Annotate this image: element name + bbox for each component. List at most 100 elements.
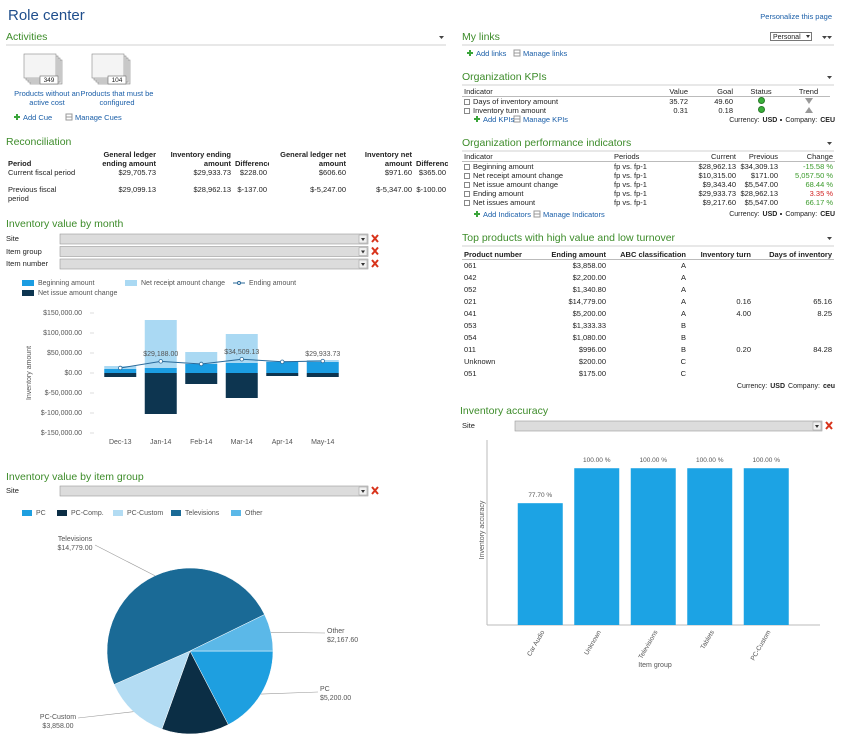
expand-toggle[interactable] [464,200,470,207]
table-cell: $28,962.13 [158,185,233,203]
cell-text: $365.00 [418,168,446,177]
clear-icon [371,259,379,268]
line-point [280,359,285,364]
cell-text: 011 [464,345,476,354]
table-cell: B [608,344,688,356]
column-header: General ledger net amount [280,150,346,168]
cell-text: Beginning amount [473,162,534,171]
bar-segment [306,373,339,377]
action-link[interactable]: Add Indicators [483,210,531,219]
table-cell: Current fiscal period [6,168,80,185]
cell-text: $1,333.33 [572,321,606,330]
leader-line [260,691,319,695]
table-cell: $606.60 [269,168,348,185]
table-row: Days of inventory amount 35.72 49.60 [462,97,830,107]
action-link[interactable]: Manage Cues [75,113,122,122]
x-tick-label: Televisions [638,629,660,661]
cell-text: $-5,247.00 [310,185,346,194]
table-cell: 65.16 [753,296,834,308]
action-link[interactable]: Manage Indicators [543,210,605,219]
table-cell: A [608,260,688,273]
column-header: Period [8,159,32,168]
legend-label: Ending amount [249,280,296,287]
action-link[interactable]: Manage KPIs [523,115,569,124]
expand-toggle[interactable] [464,191,470,198]
expand-toggle[interactable] [464,108,470,115]
table-cell: 5,057.50 % [780,171,835,180]
cell-text: $29,933.73 [698,189,736,198]
action-link[interactable]: Add links [476,49,507,58]
status-icon [757,97,765,104]
table-cell [753,368,834,380]
footer-label: Currency: [729,117,760,124]
table-cell [735,97,787,107]
slice-name: PC [320,686,330,693]
cell-text: 054 [464,333,477,342]
table-cell: Inventory turn amount [462,106,640,115]
cell-text: $34,309.13 [740,162,778,171]
y-axis-label: Inventory amount [26,346,33,400]
pie-slice [106,567,265,685]
table-cell: C [608,356,688,368]
cell-text: A [680,309,686,318]
legend-label: Beginning amount [38,280,94,287]
expand-toggle[interactable] [464,99,470,106]
header-row: Indicator Periods Current Previous Change [462,152,835,162]
table-cell: 041 [462,308,540,320]
filter-label: Item group [6,246,42,256]
action-link[interactable]: Manage links [523,49,568,58]
footer-value: USD [770,383,786,390]
cue-label[interactable]: Products that must be configured [80,89,154,107]
table-cell: $200.00 [540,356,608,368]
footer-label: Company: [788,383,820,390]
bar-segment [225,363,258,373]
pie-slice [189,650,274,725]
filter-input[interactable] [59,258,369,270]
expand-toggle[interactable] [464,182,470,189]
personalize-link[interactable]: Personalize this page [760,12,832,21]
cell-text: A [680,297,686,306]
table-cell: $3,858.00 [540,260,608,273]
filter-input[interactable] [59,233,369,245]
footer-separator [780,119,783,122]
bar-segment [185,373,218,384]
cell-text: $14,779.00 [568,297,606,306]
cue-label[interactable]: Products without an active cost [14,89,80,107]
table-cell: 4.00 [688,308,753,320]
column-header: ABC classification [620,250,686,259]
y-tick-label: $100,000.00 [43,330,82,337]
legend-label: Other [245,510,263,517]
column-header: Periods [614,152,640,161]
table-cell: Ending amount [462,189,612,198]
column-header: Difference [416,159,448,168]
action-link[interactable]: Add Cue [23,113,53,122]
cell-text: 65.16 [813,297,832,306]
table-cell: $5,200.00 [540,308,608,320]
trend-icon [804,98,813,104]
table-cell: $996.00 [540,344,608,356]
x-tick-label: Dec-13 [109,439,132,446]
view-select[interactable]: Personal [770,32,812,41]
legend-swatch [231,510,241,516]
filter-input[interactable] [59,485,369,497]
value-label: $34,509.13 [224,349,259,356]
table-cell: 052 [462,284,540,296]
cell-text: $29,705.73 [118,168,156,177]
expand-toggle[interactable] [464,173,470,180]
cell-text: $28,962.13 [193,185,231,194]
expand-toggle[interactable] [464,164,470,171]
clear-icon [371,486,379,495]
cell-text: 35.72 [669,97,688,106]
x-tick-label: PC-Custom [750,629,773,662]
cell-text: fp vs. fp-1 [614,198,647,207]
footer-separator [780,213,783,216]
filter-input[interactable] [514,420,823,432]
table-row: 011 $996.00 B 0.20 84.28 [462,344,834,356]
cell-text: $29,099.13 [118,185,156,194]
section-title: Activities [6,31,48,43]
cell-text: $-100.00 [416,185,446,194]
filter-input[interactable] [59,246,369,257]
cell-text: $1,340.80 [572,285,606,294]
x-tick-label: Tablets [700,629,717,651]
action-link[interactable]: Add KPIs [483,115,515,124]
